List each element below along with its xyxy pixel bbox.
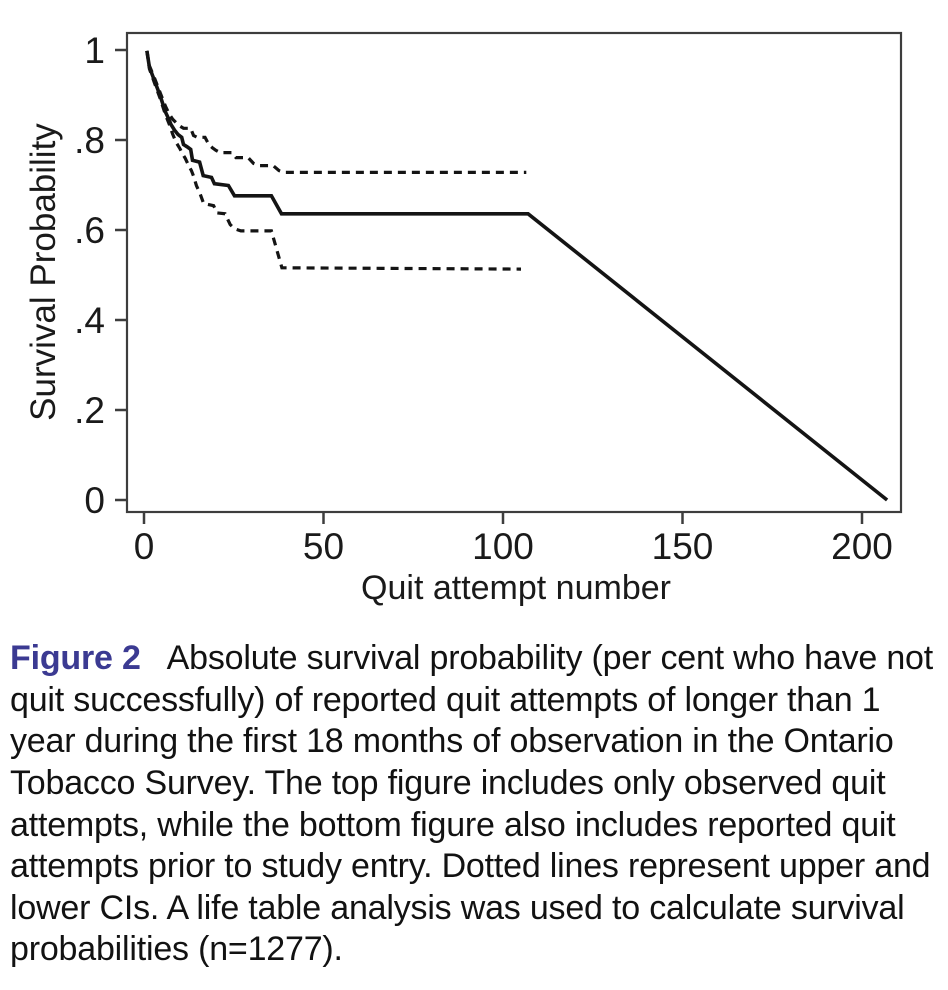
y-tick-label: .8 — [74, 120, 105, 161]
upper-ci-line — [145, 50, 527, 174]
survival-chart-canvas: 0 .2 .4 .6 .8 1 0 50 100 150 200 — [74, 30, 903, 567]
y-tick-label: .2 — [74, 390, 105, 431]
y-tick-label: 1 — [84, 30, 105, 71]
x-tick-label: 150 — [652, 526, 714, 567]
x-tick-label: 0 — [134, 526, 155, 567]
x-axis-title: Quit attempt number — [361, 569, 671, 607]
x-tick-label: 50 — [303, 526, 344, 567]
survival-estimate-line — [145, 50, 889, 502]
y-tick-label: 0 — [84, 480, 105, 521]
lower-ci-line — [145, 50, 522, 271]
figure-caption-label: Figure 2 — [10, 639, 141, 677]
x-tick-label: 200 — [831, 526, 893, 567]
x-tick-label: 100 — [472, 526, 534, 567]
y-axis-title: Survival Probability — [24, 123, 63, 421]
figure-caption: Figure 2 Absolute survival probability (p… — [10, 638, 934, 971]
y-tick-label: .4 — [74, 300, 105, 341]
figure-caption-text: Absolute survival probability (per cent … — [10, 639, 934, 969]
survival-chart: 0 .2 .4 .6 .8 1 0 50 100 150 200 Survival Probabil… — [24, 30, 903, 607]
y-tick-label: .6 — [74, 210, 105, 251]
plot-frame — [125, 31, 903, 514]
